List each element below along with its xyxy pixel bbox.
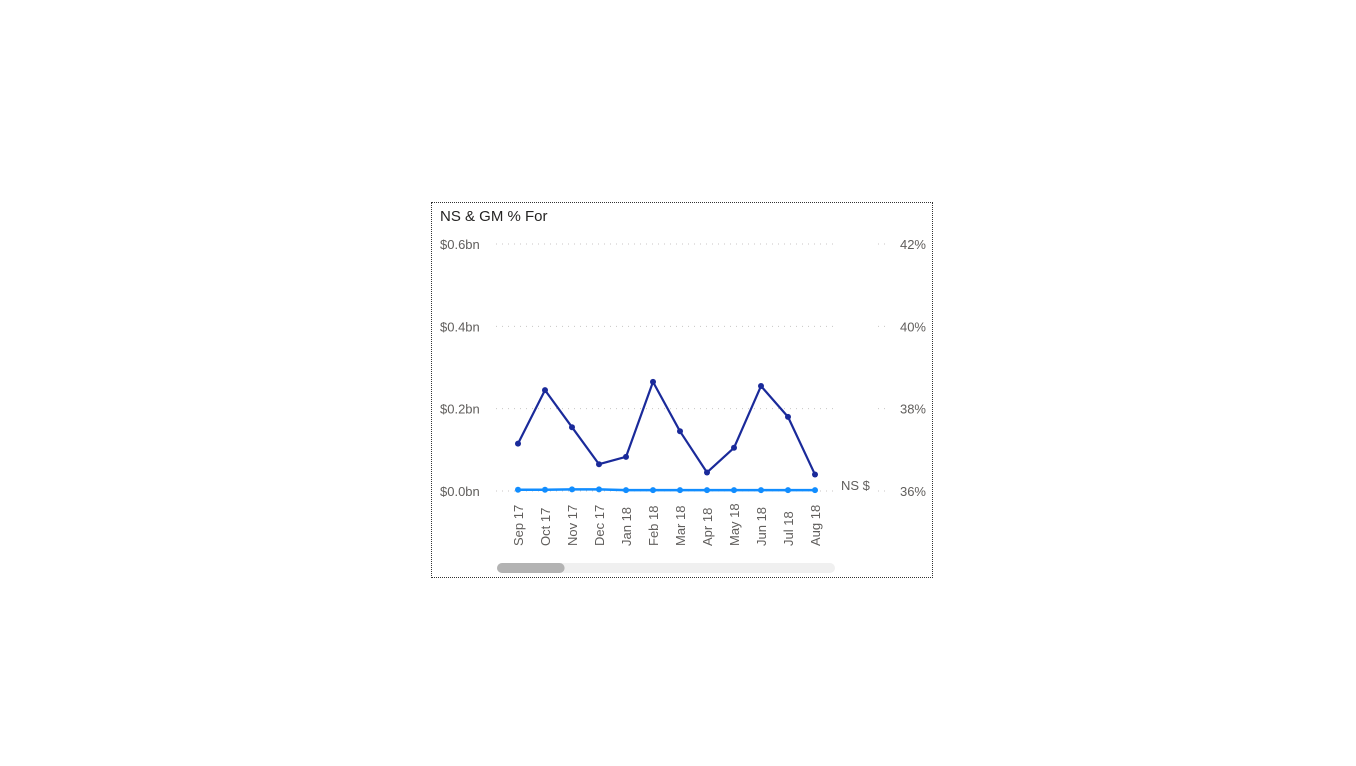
series-1-point	[542, 387, 548, 394]
series-1-point	[515, 440, 521, 447]
y-right-tick-label: 36%	[900, 484, 926, 499]
series-1-point	[650, 378, 656, 385]
chart-title: NS & GM % For	[440, 208, 548, 225]
x-tick-label: Jul 18	[781, 511, 796, 546]
x-tick-label: Dec 17	[592, 505, 607, 546]
series-line-1	[517, 380, 816, 475]
x-tick-label: Jan 18	[619, 507, 634, 546]
series-2-point	[785, 487, 791, 494]
series-1-point	[677, 428, 683, 435]
series-end-label: NS $	[841, 478, 871, 493]
x-tick-label: Sep 17	[511, 505, 526, 546]
chart-visual[interactable]	[431, 202, 933, 578]
series-2-point	[650, 487, 656, 494]
x-tick-label: Jun 18	[754, 507, 769, 546]
scrollbar-thumb[interactable]	[497, 563, 565, 573]
scrollbar-track[interactable]	[497, 563, 835, 573]
series-1-point	[785, 413, 791, 420]
series-1-point	[704, 469, 710, 476]
y-left-tick-label: $0.0bn	[440, 484, 480, 499]
series-1-point	[596, 461, 602, 468]
x-tick-label: May 18	[727, 503, 742, 546]
series-1-point	[623, 453, 629, 460]
series-2-point	[731, 487, 737, 494]
series-1-point	[569, 424, 575, 431]
x-tick-label: Mar 18	[673, 506, 688, 546]
series-2-point	[704, 487, 710, 494]
y-right-tick-label: 40%	[900, 319, 926, 334]
series-2-point	[758, 487, 764, 494]
series-2-point	[812, 487, 818, 494]
series-1-point	[731, 444, 737, 451]
y-right-tick-label: 42%	[900, 237, 926, 252]
x-tick-label: Feb 18	[646, 506, 661, 546]
y-right-tick-label: 38%	[900, 402, 926, 417]
x-tick-label: Aug 18	[808, 505, 823, 546]
y-left-tick-label: $0.4bn	[440, 319, 480, 334]
y-left-tick-label: $0.6bn	[440, 237, 480, 252]
x-tick-label: Oct 17	[538, 508, 553, 546]
x-tick-label: Apr 18	[700, 508, 715, 546]
series-1-point	[812, 471, 818, 478]
series-1-point	[758, 383, 764, 390]
series-2-point	[515, 486, 521, 493]
y-left-tick-label: $0.2bn	[440, 402, 480, 417]
series-2-point	[542, 486, 548, 493]
series-line-2	[518, 488, 815, 492]
series-2-point	[569, 486, 575, 493]
x-tick-label: Nov 17	[565, 505, 580, 546]
series-2-point	[596, 486, 602, 493]
series-2-point	[677, 487, 683, 494]
series-2-point	[623, 487, 629, 494]
